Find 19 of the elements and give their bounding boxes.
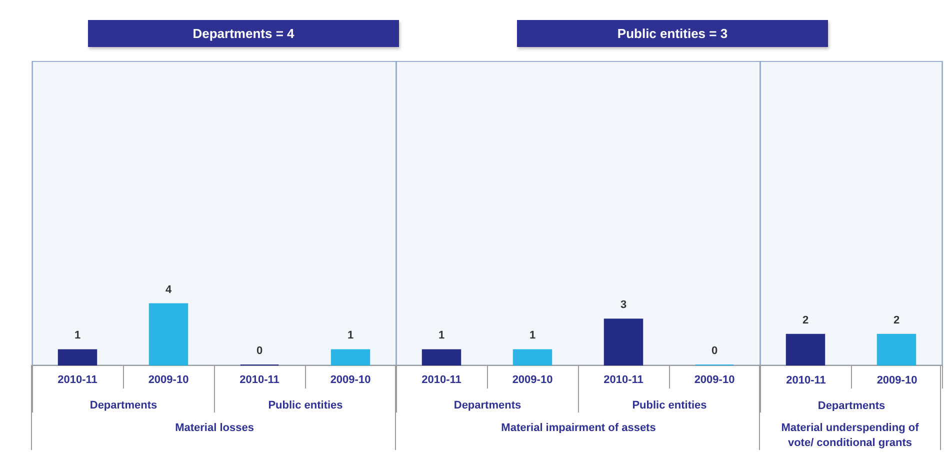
x-tick-label: Public entities bbox=[632, 400, 707, 412]
data-label: 0 bbox=[256, 345, 263, 357]
data-label: 3 bbox=[620, 299, 627, 312]
x-tick-label: Departments bbox=[90, 400, 158, 412]
x-tick-label: Departments bbox=[454, 400, 522, 412]
x-axis-title: Material impairment of assets bbox=[501, 422, 656, 434]
data-label: 2 bbox=[802, 314, 809, 326]
chart-title: Public entities = 3 bbox=[517, 20, 828, 47]
x-tick-label: Public entities bbox=[268, 400, 343, 412]
chart-title: Departments = 4 bbox=[88, 20, 399, 47]
data-label: 2 bbox=[893, 314, 900, 326]
data-label: 1 bbox=[438, 330, 445, 342]
data-label: 1 bbox=[74, 330, 81, 342]
x-axis-title: Material losses bbox=[175, 422, 254, 434]
data-label: 1 bbox=[529, 330, 536, 342]
data-label: 0 bbox=[711, 345, 718, 357]
data-label: 4 bbox=[165, 284, 172, 296]
text: Material underspending of vote/ conditional grants bbox=[780, 421, 920, 451]
data-label: 1 bbox=[347, 330, 354, 342]
